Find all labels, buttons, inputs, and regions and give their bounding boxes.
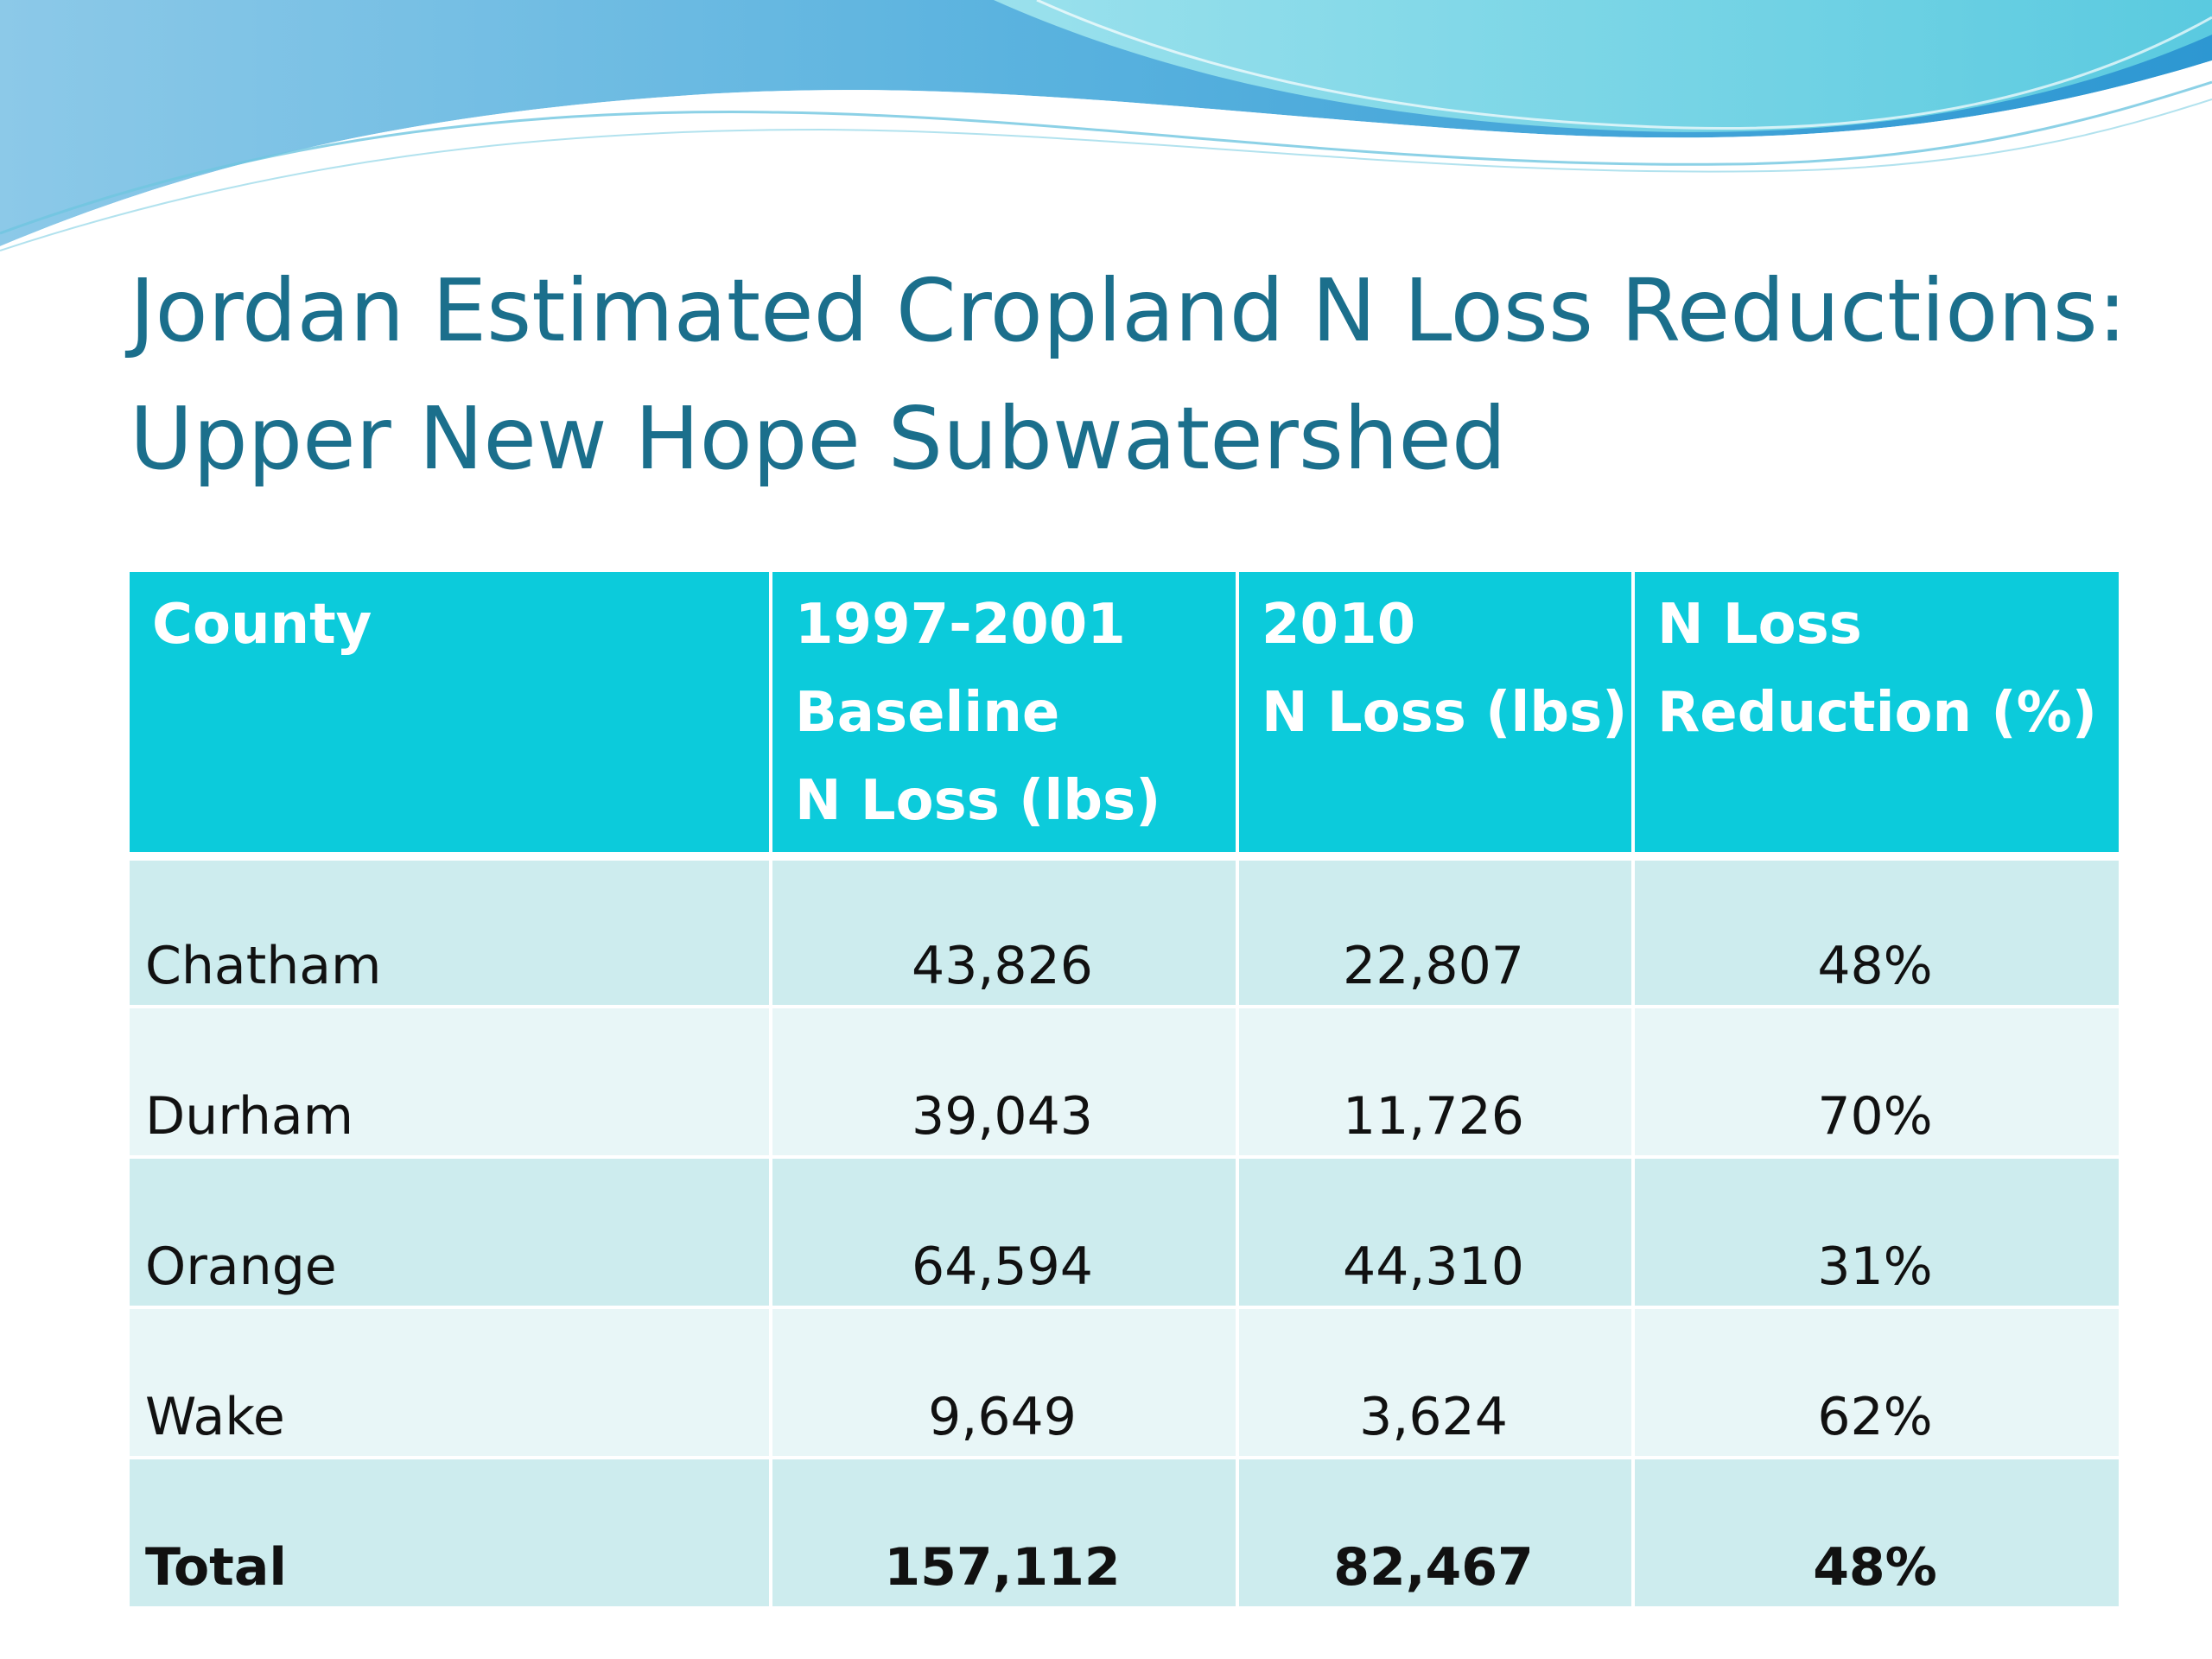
reduction-cell: 62%: [1633, 1307, 2119, 1459]
total-reduction-cell: 48%: [1633, 1458, 2119, 1610]
header-2010-loss: 2010 N Loss (lbs): [1237, 572, 1635, 861]
reduction-cell: 31%: [1633, 1157, 2119, 1309]
reduction-cell: 70%: [1633, 1007, 2119, 1159]
loss-2010-cell: 3,624: [1237, 1307, 1635, 1459]
county-cell: Orange: [130, 1157, 772, 1309]
header-line: County: [152, 593, 372, 657]
n-loss-table: County 1997-2001 Baseline N Loss (lbs) 2…: [130, 572, 2119, 1610]
header-line: 2010: [1262, 593, 1416, 657]
loss-2010-cell: 44,310: [1237, 1157, 1635, 1309]
table-total-row: Total 157,112 82,467 48%: [130, 1458, 2119, 1610]
loss-2010-cell: 11,726: [1237, 1007, 1635, 1159]
total-baseline-cell: 157,112: [771, 1458, 1239, 1610]
table-row: Wake 9,649 3,624 62%: [130, 1307, 2119, 1459]
reduction-cell: 48%: [1633, 856, 2119, 1008]
header-county: County: [130, 572, 772, 861]
table-header-row: County 1997-2001 Baseline N Loss (lbs) 2…: [130, 572, 2119, 861]
county-cell: Chatham: [130, 856, 772, 1008]
table-row: Durham 39,043 11,726 70%: [130, 1007, 2119, 1159]
header-baseline: 1997-2001 Baseline N Loss (lbs): [771, 572, 1239, 861]
header-line: N Loss (lbs): [795, 769, 1161, 833]
total-loss-2010-cell: 82,467: [1237, 1458, 1635, 1610]
slide-title: Jordan Estimated Cropland N Loss Reducti…: [130, 247, 2169, 503]
baseline-cell: 43,826: [771, 856, 1239, 1008]
baseline-cell: 9,649: [771, 1307, 1239, 1459]
header-reduction: N Loss Reduction (%): [1633, 572, 2119, 861]
decorative-wave-banner: [0, 0, 2212, 276]
county-cell: Durham: [130, 1007, 772, 1159]
table-row: Orange 64,594 44,310 31%: [130, 1157, 2119, 1309]
baseline-cell: 39,043: [771, 1007, 1239, 1159]
title-line-1: Jordan Estimated Cropland N Loss Reducti…: [130, 260, 2127, 361]
loss-2010-cell: 22,807: [1237, 856, 1635, 1008]
header-line: Baseline: [795, 681, 1060, 745]
baseline-cell: 64,594: [771, 1157, 1239, 1309]
total-label-cell: Total: [130, 1458, 772, 1610]
title-line-2: Upper New Hope Subwatershed: [130, 388, 1507, 489]
header-line: 1997-2001: [795, 593, 1126, 657]
header-line: Reduction (%): [1657, 681, 2097, 745]
county-cell: Wake: [130, 1307, 772, 1459]
header-line: N Loss: [1657, 593, 1862, 657]
table-row: Chatham 43,826 22,807 48%: [130, 856, 2119, 1008]
header-line: N Loss (lbs): [1262, 681, 1628, 745]
